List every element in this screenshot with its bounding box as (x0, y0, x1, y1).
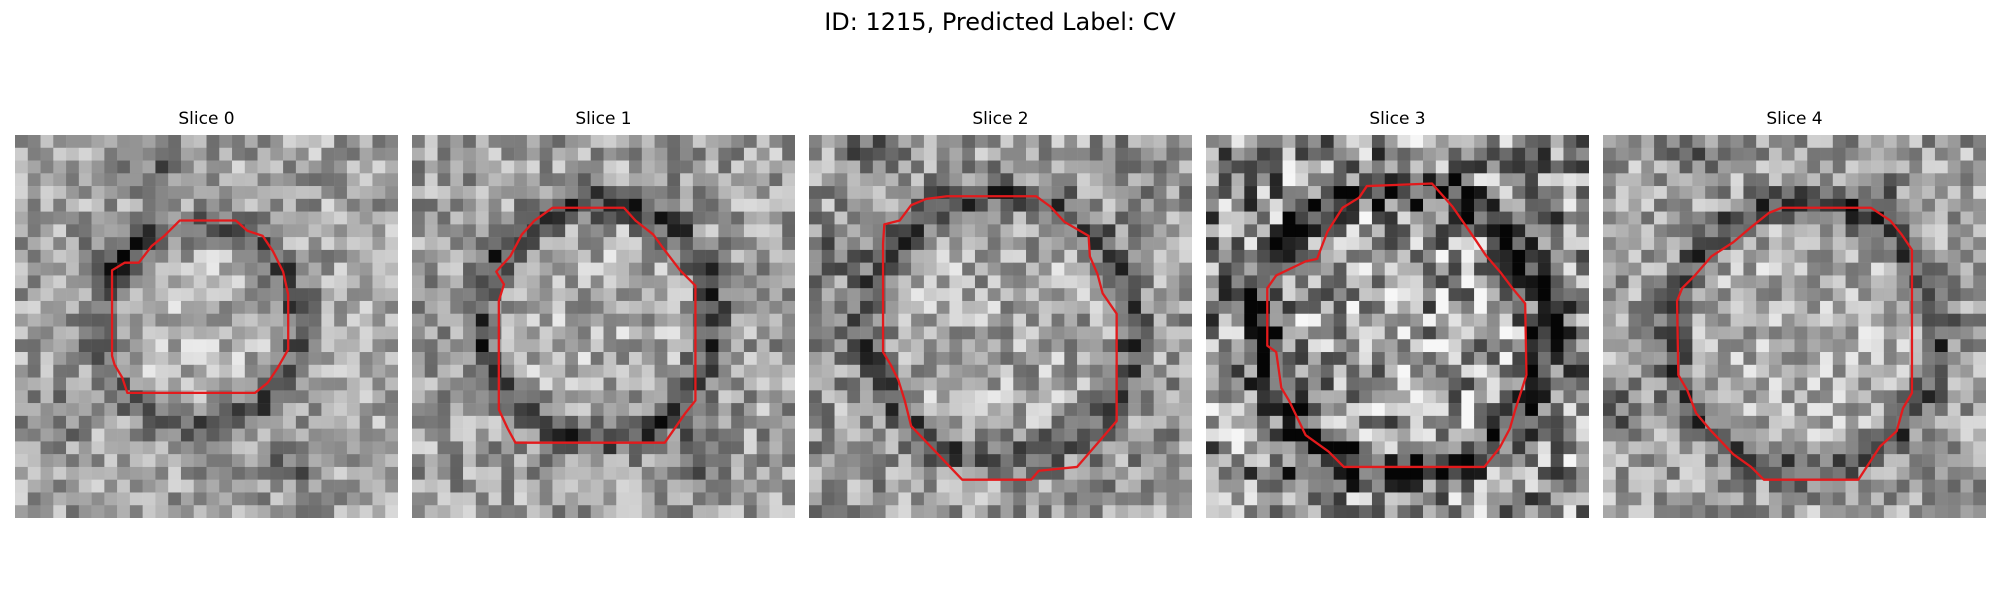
slice-title: Slice 3 (1369, 109, 1426, 129)
segmentation-contour (495, 206, 697, 444)
figure-title: ID: 1215, Predicted Label: CV (824, 8, 1176, 36)
slice-panels: Slice 0 Slice 1 Slice 2 Slice 3 Slice 4 (0, 108, 2000, 528)
slice-image-4 (1603, 135, 1986, 518)
slice-title: Slice 0 (178, 109, 235, 129)
segmentation-contour (881, 195, 1118, 481)
slice-image-0 (15, 135, 398, 518)
slice-panel-1: Slice 1 (412, 108, 795, 518)
slice-panel-3: Slice 3 (1206, 108, 1589, 518)
slice-panel-2: Slice 2 (809, 108, 1192, 518)
slice-title: Slice 4 (1766, 109, 1823, 129)
segmentation-contour (1266, 182, 1528, 469)
slice-image-3 (1206, 135, 1589, 518)
slice-image-2 (809, 135, 1192, 518)
segmentation-contour (1675, 206, 1914, 481)
slice-title: Slice 1 (575, 109, 632, 129)
slice-panel-4: Slice 4 (1603, 108, 1986, 518)
slice-title: Slice 2 (972, 109, 1029, 129)
slice-panel-0: Slice 0 (15, 108, 398, 518)
slice-image-1 (412, 135, 795, 518)
segmentation-contour (110, 219, 290, 395)
